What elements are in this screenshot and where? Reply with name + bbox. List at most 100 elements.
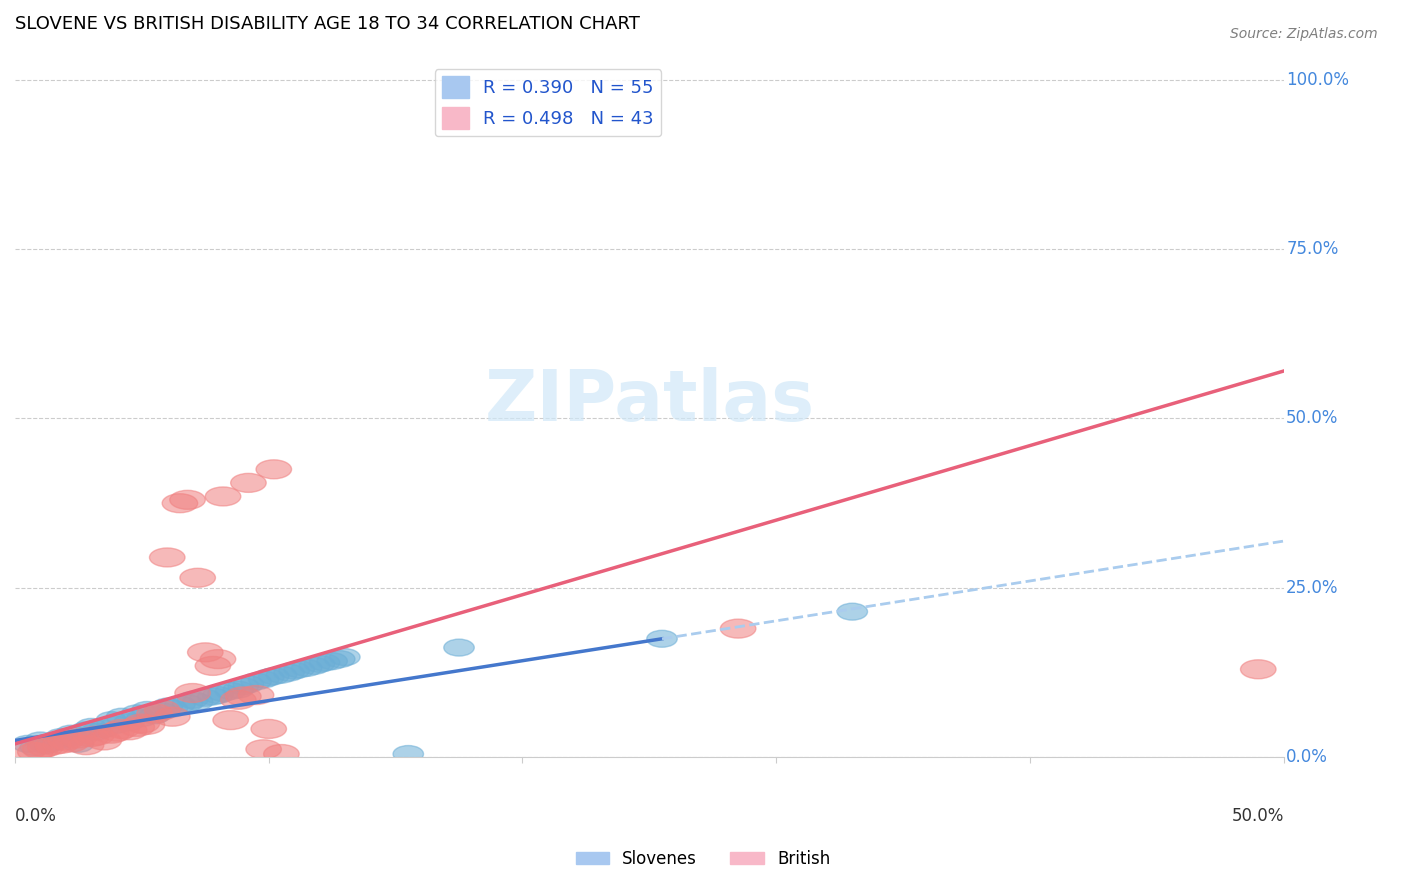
Ellipse shape	[228, 678, 259, 695]
Ellipse shape	[647, 631, 678, 648]
Ellipse shape	[48, 731, 83, 750]
Legend: R = 0.390   N = 55, R = 0.498   N = 43: R = 0.390 N = 55, R = 0.498 N = 43	[434, 69, 661, 136]
Text: SLOVENE VS BRITISH DISABILITY AGE 18 TO 34 CORRELATION CHART: SLOVENE VS BRITISH DISABILITY AGE 18 TO …	[15, 15, 640, 33]
Ellipse shape	[30, 737, 60, 754]
Ellipse shape	[76, 718, 107, 735]
Ellipse shape	[238, 686, 274, 705]
Ellipse shape	[231, 474, 266, 492]
Ellipse shape	[129, 715, 165, 734]
Text: 50.0%: 50.0%	[1286, 409, 1339, 427]
Ellipse shape	[104, 720, 139, 739]
Ellipse shape	[73, 728, 108, 747]
Ellipse shape	[25, 732, 56, 749]
Ellipse shape	[165, 696, 195, 713]
Ellipse shape	[139, 706, 170, 723]
Ellipse shape	[53, 733, 89, 752]
Ellipse shape	[180, 568, 215, 587]
Ellipse shape	[22, 739, 58, 759]
Ellipse shape	[250, 720, 287, 739]
Ellipse shape	[259, 667, 290, 684]
Ellipse shape	[325, 650, 354, 667]
Ellipse shape	[444, 639, 474, 656]
Ellipse shape	[162, 493, 198, 513]
Legend: Slovenes, British: Slovenes, British	[569, 844, 837, 875]
Ellipse shape	[145, 700, 180, 720]
Ellipse shape	[253, 669, 284, 686]
Ellipse shape	[291, 659, 322, 676]
Ellipse shape	[215, 682, 246, 699]
Ellipse shape	[127, 710, 157, 727]
Text: 0.0%: 0.0%	[1286, 748, 1329, 766]
Ellipse shape	[101, 716, 132, 733]
Ellipse shape	[208, 684, 238, 701]
Text: ZIPatlas: ZIPatlas	[484, 367, 814, 436]
Ellipse shape	[155, 707, 190, 726]
Ellipse shape	[304, 656, 335, 673]
Ellipse shape	[136, 704, 173, 723]
Ellipse shape	[70, 722, 101, 739]
Ellipse shape	[316, 653, 347, 670]
Ellipse shape	[198, 688, 228, 705]
Ellipse shape	[17, 742, 53, 762]
Ellipse shape	[89, 721, 120, 738]
Ellipse shape	[837, 603, 868, 620]
Ellipse shape	[284, 661, 315, 678]
Ellipse shape	[51, 730, 82, 747]
Ellipse shape	[249, 671, 278, 688]
Ellipse shape	[173, 695, 202, 712]
Ellipse shape	[170, 491, 205, 509]
Ellipse shape	[148, 703, 177, 720]
Ellipse shape	[221, 690, 256, 709]
Ellipse shape	[114, 714, 145, 731]
Ellipse shape	[38, 734, 69, 751]
Ellipse shape	[82, 723, 111, 740]
Ellipse shape	[329, 648, 360, 665]
Ellipse shape	[183, 693, 212, 710]
Ellipse shape	[94, 724, 129, 743]
Ellipse shape	[69, 736, 104, 755]
Ellipse shape	[256, 460, 291, 479]
Text: 25.0%: 25.0%	[1286, 579, 1339, 597]
Ellipse shape	[60, 729, 96, 747]
Ellipse shape	[120, 717, 155, 737]
Ellipse shape	[240, 673, 271, 690]
Ellipse shape	[225, 687, 262, 706]
Ellipse shape	[132, 701, 162, 718]
Ellipse shape	[200, 649, 236, 669]
Ellipse shape	[174, 683, 211, 703]
Ellipse shape	[28, 738, 63, 756]
Ellipse shape	[56, 725, 86, 742]
Ellipse shape	[177, 691, 208, 708]
Ellipse shape	[111, 721, 148, 739]
Ellipse shape	[13, 735, 44, 752]
Ellipse shape	[195, 657, 231, 675]
Ellipse shape	[10, 741, 45, 760]
Ellipse shape	[187, 643, 224, 662]
Ellipse shape	[20, 739, 51, 756]
Ellipse shape	[45, 729, 76, 746]
Ellipse shape	[224, 681, 253, 698]
Text: 100.0%: 100.0%	[1286, 70, 1350, 88]
Ellipse shape	[394, 746, 423, 763]
Ellipse shape	[107, 708, 136, 725]
Ellipse shape	[202, 687, 233, 704]
Ellipse shape	[1240, 660, 1277, 679]
Text: Source: ZipAtlas.com: Source: ZipAtlas.com	[1230, 27, 1378, 41]
Ellipse shape	[44, 734, 79, 754]
Text: 50.0%: 50.0%	[1232, 807, 1284, 825]
Ellipse shape	[212, 711, 249, 730]
Ellipse shape	[233, 676, 264, 693]
Ellipse shape	[246, 739, 281, 759]
Ellipse shape	[79, 726, 114, 745]
Ellipse shape	[205, 487, 240, 506]
Ellipse shape	[124, 714, 160, 733]
Ellipse shape	[309, 654, 340, 671]
Ellipse shape	[720, 619, 756, 638]
Ellipse shape	[35, 736, 70, 755]
Ellipse shape	[121, 705, 152, 722]
Text: 75.0%: 75.0%	[1286, 240, 1339, 258]
Ellipse shape	[63, 735, 94, 752]
Text: 0.0%: 0.0%	[15, 807, 56, 825]
Ellipse shape	[152, 698, 183, 715]
Ellipse shape	[274, 665, 304, 681]
